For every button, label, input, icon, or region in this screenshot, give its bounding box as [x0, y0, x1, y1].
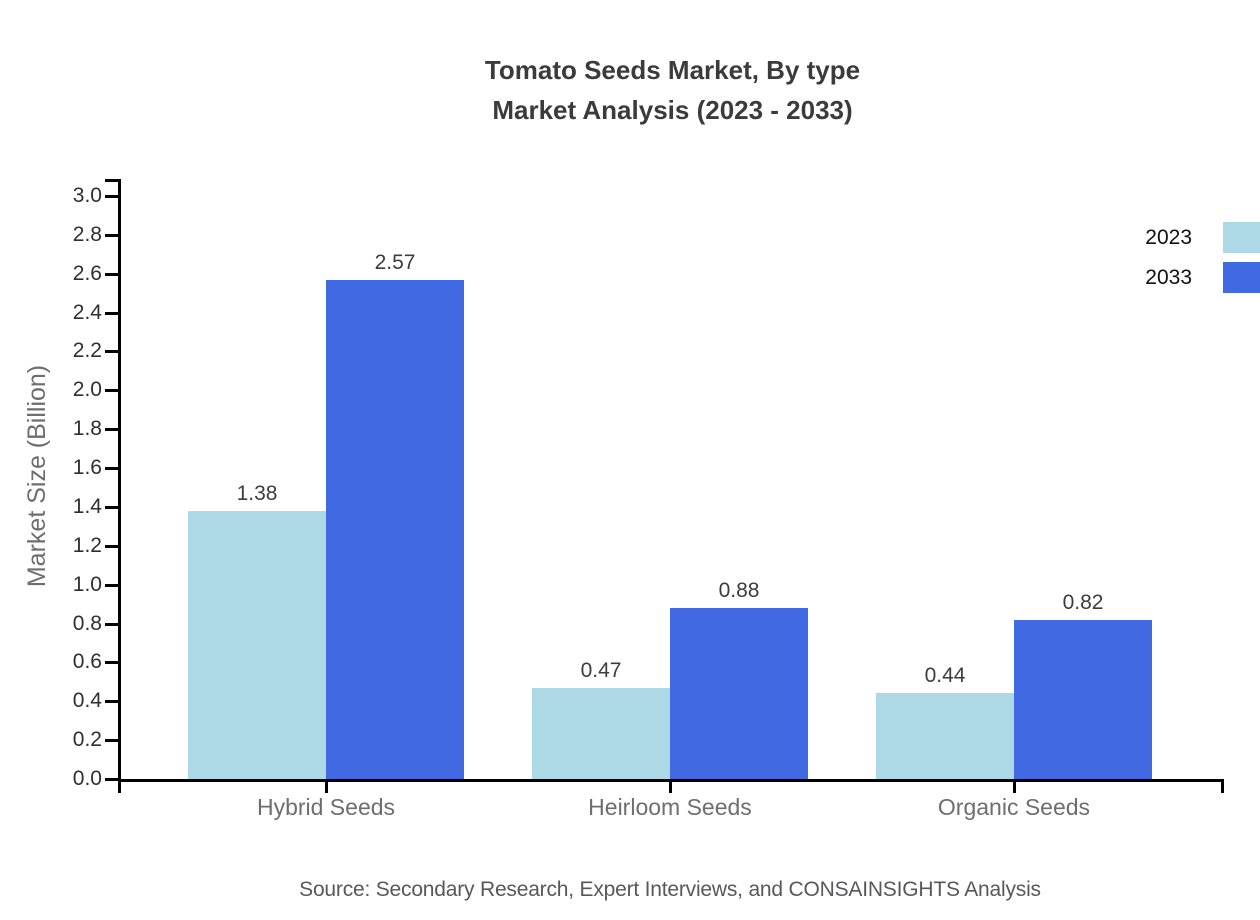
- value-label-2033-hybrid-seeds: 2.57: [374, 251, 416, 274]
- y-axis-end-cap: [105, 179, 121, 182]
- y-tick: [105, 778, 118, 781]
- bar-2033-organic-seeds: [1014, 620, 1152, 779]
- y-tick: [105, 389, 118, 393]
- value-label-2023-organic-seeds: 0.44: [924, 664, 966, 687]
- y-tick-label: 0.0: [72, 767, 102, 790]
- x-tick: [325, 779, 328, 793]
- legend-label-2033: 2033: [1145, 266, 1192, 289]
- y-tick: [105, 700, 118, 704]
- y-tick-label: 1.4: [72, 494, 102, 518]
- chart-title-line1: Tomato Seeds Market, By type: [484, 55, 861, 85]
- y-tick: [105, 467, 118, 471]
- y-tick: [105, 544, 118, 548]
- legend-swatch-2033: [1223, 262, 1260, 293]
- y-tick-label: 1.8: [72, 417, 102, 441]
- y-tick: [105, 233, 118, 237]
- y-axis-line: [118, 179, 121, 793]
- x-axis-end-cap: [1221, 779, 1224, 793]
- bar-2033-hybrid-seeds: [326, 280, 464, 779]
- y-tick: [105, 505, 118, 509]
- y-tick: [105, 311, 118, 315]
- value-label-2033-heirloom-seeds: 0.88: [718, 579, 760, 602]
- category-label-organic-seeds: Organic Seeds: [937, 794, 1091, 820]
- value-label-2023-heirloom-seeds: 0.47: [580, 659, 622, 682]
- value-label-2033-organic-seeds: 0.82: [1062, 591, 1104, 614]
- source-note: Source: Secondary Research, Expert Inter…: [299, 878, 1041, 901]
- y-tick-label: 1.2: [72, 533, 102, 557]
- y-tick: [105, 428, 118, 432]
- bar-2033-heirloom-seeds: [670, 608, 808, 779]
- y-tick-label: 2.8: [72, 222, 102, 246]
- y-tick-label: 0.6: [72, 650, 102, 674]
- y-tick-label: 2.4: [72, 300, 102, 324]
- y-tick: [105, 583, 118, 587]
- x-tick: [669, 779, 672, 793]
- y-tick-label: 2.6: [72, 261, 102, 285]
- x-tick: [1013, 779, 1016, 793]
- value-label-2023-hybrid-seeds: 1.38: [236, 482, 278, 505]
- bar-2023-hybrid-seeds: [188, 511, 326, 779]
- y-tick-label: 3.0: [72, 184, 102, 207]
- y-tick-label: 0.2: [72, 728, 102, 752]
- y-tick-label: 2.0: [72, 378, 102, 402]
- y-tick: [105, 350, 118, 354]
- y-tick: [105, 739, 118, 743]
- y-tick: [105, 272, 118, 276]
- y-tick-label: 0.8: [72, 611, 102, 635]
- legend-label-2023: 2023: [1145, 226, 1192, 249]
- bar-2023-heirloom-seeds: [532, 688, 670, 779]
- bar-2023-organic-seeds: [876, 693, 1014, 779]
- chart-title: Tomato Seeds Market, By type Market Anal…: [85, 50, 1260, 130]
- chart-title-line2: Market Analysis (2023 - 2033): [492, 95, 853, 125]
- y-tick-label: 0.4: [72, 689, 102, 713]
- y-tick: [105, 195, 118, 198]
- legend-swatch-2023: [1223, 222, 1260, 253]
- category-label-hybrid-seeds: Hybrid Seeds: [256, 794, 396, 820]
- y-tick-label: 2.2: [72, 339, 102, 363]
- category-label-heirloom-seeds: Heirloom Seeds: [588, 794, 752, 820]
- y-tick: [105, 661, 118, 665]
- y-tick-label: 1.6: [72, 456, 102, 480]
- y-tick: [105, 622, 118, 626]
- y-tick-label: 1.0: [72, 572, 102, 596]
